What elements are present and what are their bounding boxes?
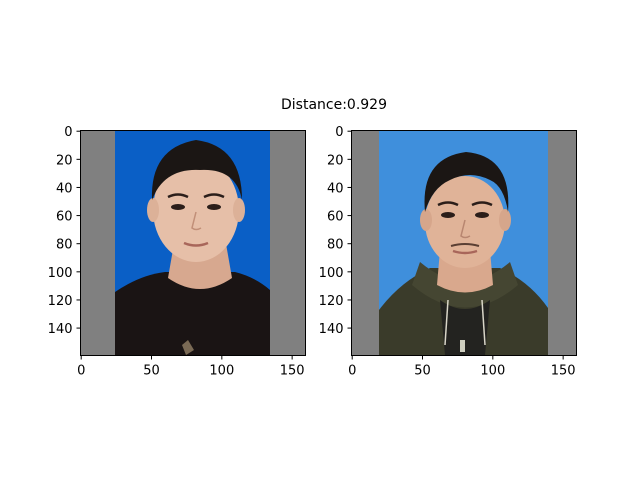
face-left [153, 158, 239, 262]
image-panel-right: 0 50 100 150 0 20 40 60 80 100 120 140 [319, 125, 577, 379]
x-axis-ticks-right: 0 50 100 150 [348, 355, 576, 379]
zipper-right [460, 340, 465, 352]
x-tick-label: 100 [480, 364, 505, 379]
y-axis-ticks-right: 0 20 40 60 80 100 120 140 [319, 125, 352, 337]
brow-right-b [471, 201, 493, 207]
string-right-b [481, 299, 486, 346]
y-tick-label: 20 [327, 153, 344, 168]
y-tick-label: 40 [327, 181, 344, 196]
x-tick-label: 50 [143, 364, 160, 379]
axes-frame-right [351, 130, 577, 356]
padding-left-a [80, 130, 115, 355]
x-tick-label: 100 [209, 364, 234, 379]
hair-right [424, 152, 509, 212]
x-tick-label: 150 [551, 364, 576, 379]
x-axis-ticks-left: 0 50 100 150 [77, 355, 305, 379]
eye-left-b [207, 204, 221, 210]
y-tick-label: 80 [56, 238, 73, 253]
eye-left-a [171, 204, 185, 210]
photo-right [351, 130, 576, 355]
y-tick-label: 120 [319, 294, 344, 309]
ear-left-a [147, 198, 159, 222]
x-tick-label: 50 [414, 364, 431, 379]
y-tick-label: 0 [335, 125, 343, 140]
y-tick-label: 140 [319, 322, 344, 337]
brow-left-a [167, 193, 189, 199]
mustache-right [450, 243, 480, 247]
ear-right-a [420, 209, 432, 231]
padding-right-b [548, 130, 576, 355]
x-tick-label: 0 [348, 364, 356, 379]
inner-shirt-right [440, 300, 490, 355]
y-tick-label: 100 [48, 266, 73, 281]
hair-left [151, 140, 242, 200]
shirt-logo-left [182, 340, 194, 355]
brow-right-a [437, 201, 459, 207]
photo-left [80, 130, 305, 355]
y-tick-label: 0 [64, 125, 72, 140]
axes-frame-left [80, 130, 306, 356]
nose-left [191, 211, 202, 231]
y-tick-label: 60 [327, 210, 344, 225]
nose-right [460, 219, 471, 239]
y-tick-label: 140 [48, 322, 73, 337]
mouth-left [183, 241, 209, 247]
figure-title: Distance:0.929 [281, 97, 387, 113]
y-tick-label: 80 [327, 238, 344, 253]
x-tick-label: 0 [77, 364, 85, 379]
mouth-right [452, 249, 478, 255]
x-tick-label: 150 [280, 364, 305, 379]
padding-left-b [270, 130, 305, 355]
eye-right-a [441, 212, 455, 218]
shirt-left [115, 272, 270, 355]
string-right-a [444, 299, 449, 346]
y-axis-ticks-left: 0 20 40 60 80 100 120 140 [48, 125, 81, 337]
y-tick-label: 100 [319, 266, 344, 281]
padding-right-a [351, 130, 379, 355]
ear-right-b [499, 209, 511, 231]
y-tick-label: 120 [48, 294, 73, 309]
eye-right-b [475, 212, 489, 218]
brow-left-b [203, 193, 225, 199]
y-tick-label: 40 [56, 181, 73, 196]
image-panel-left: 0 50 100 150 0 20 40 60 80 100 120 140 [48, 125, 306, 379]
y-tick-label: 60 [56, 210, 73, 225]
ear-left-b [233, 198, 245, 222]
y-tick-label: 20 [56, 153, 73, 168]
